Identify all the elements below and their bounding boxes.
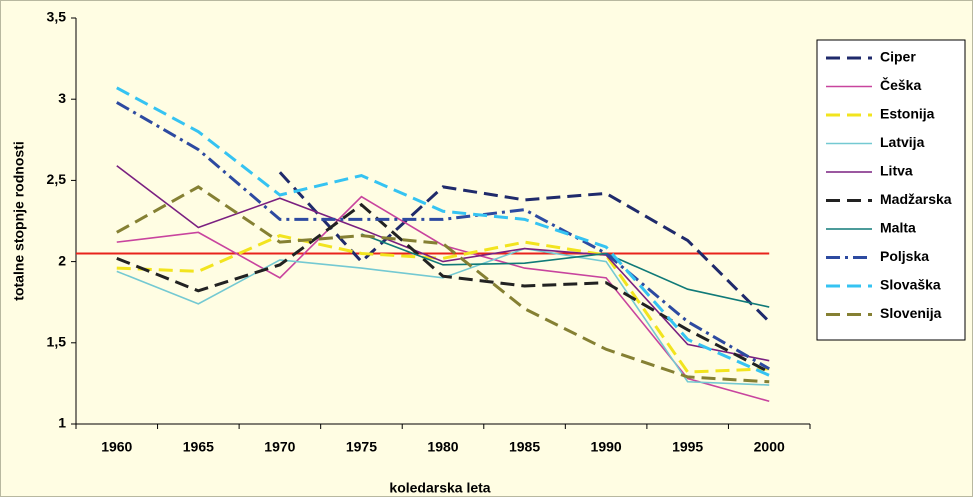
legend-label: Ciper xyxy=(880,49,916,65)
x-tick-label: 2000 xyxy=(754,439,785,455)
legend-label: Litva xyxy=(880,163,913,179)
legend-label: Slovaška xyxy=(880,277,941,293)
legend-label: Latvija xyxy=(880,134,925,150)
x-tick-label: 1970 xyxy=(264,439,295,455)
series-line xyxy=(116,185,770,384)
y-tick-label: 2 xyxy=(58,252,66,268)
y-axis-title: totalne stopnje rodnosti xyxy=(11,141,27,300)
legend-label: Slovenija xyxy=(880,305,942,321)
x-axis-title: koledarska leta xyxy=(389,480,490,496)
legend-label: Malta xyxy=(880,220,916,236)
legend-box xyxy=(816,39,966,341)
legend-label: Estonija xyxy=(880,106,935,122)
x-tick-label: 1985 xyxy=(509,439,540,455)
x-tick-label: 1980 xyxy=(427,439,458,455)
legend-label: Madžarska xyxy=(880,191,952,207)
y-tick-label: 1,5 xyxy=(47,334,67,350)
y-tick-label: 2,5 xyxy=(47,171,67,187)
legend-label: Češka xyxy=(880,76,921,93)
series-line xyxy=(361,233,770,308)
x-tick-label: 1965 xyxy=(183,439,214,455)
legend-label: Poljska xyxy=(880,248,929,264)
series-line xyxy=(116,202,770,374)
y-tick-label: 1 xyxy=(58,415,66,431)
series-line xyxy=(116,86,770,377)
x-tick-label: 1975 xyxy=(346,439,377,455)
y-tick-label: 3,5 xyxy=(47,9,67,25)
x-tick-label: 1990 xyxy=(591,439,622,455)
x-tick-label: 1960 xyxy=(101,439,132,455)
series-line xyxy=(116,234,770,374)
series-line xyxy=(116,195,770,403)
series-line xyxy=(116,247,770,386)
y-tick-label: 3 xyxy=(58,90,66,106)
series-line xyxy=(278,171,771,323)
series-line xyxy=(116,101,770,371)
x-tick-label: 1995 xyxy=(672,439,703,455)
